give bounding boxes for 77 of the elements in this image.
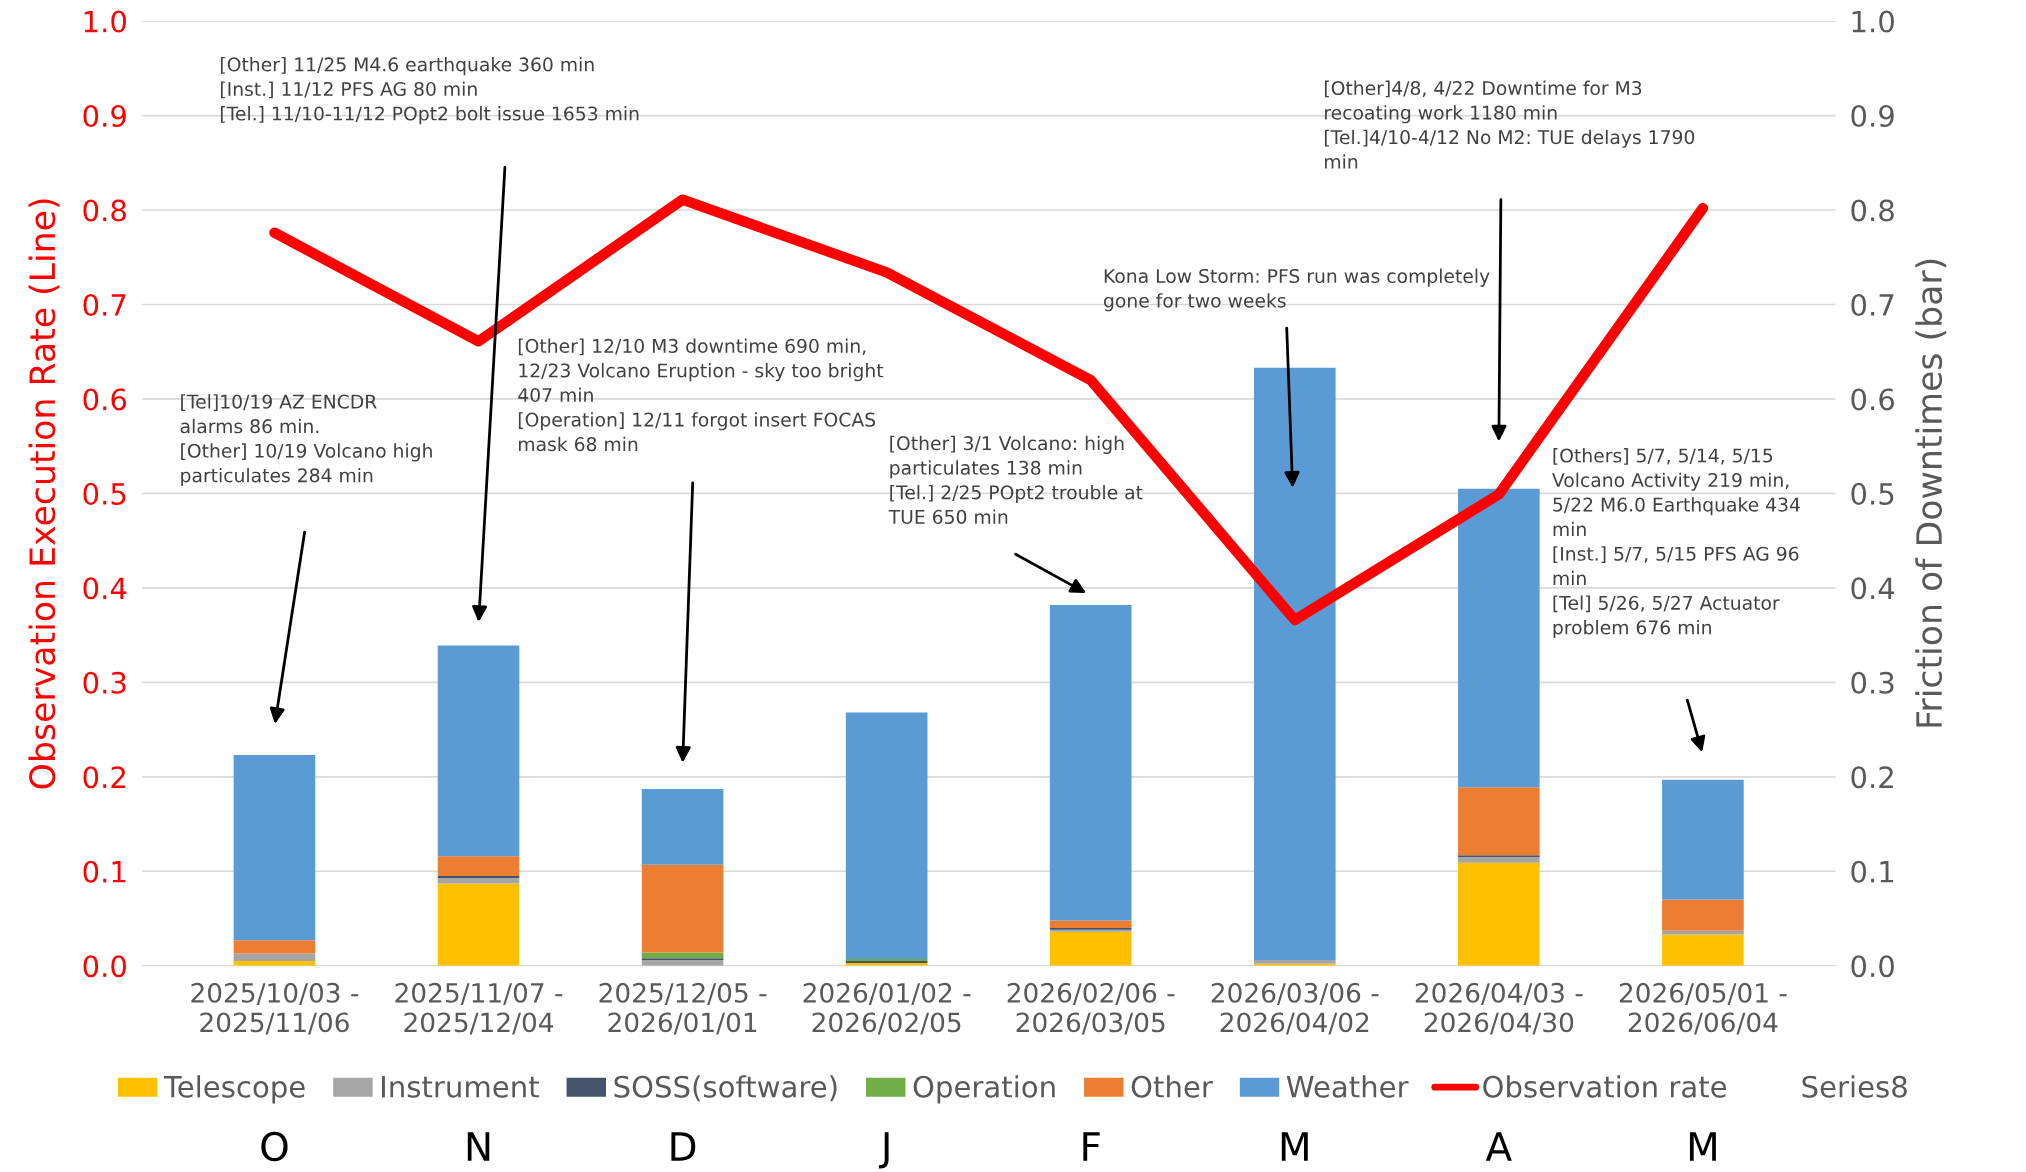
- y-tick-label: 0.7: [83, 293, 126, 316]
- bar: [641, 864, 724, 953]
- text: A: [1485, 1132, 1512, 1161]
- text: Series8: [1802, 1075, 1907, 1098]
- y2-tick-label: 0.6: [1851, 388, 1894, 411]
- y-tick-label: 0.0: [83, 955, 126, 978]
- bar: [1253, 367, 1336, 961]
- legend-label: Other: [1131, 1075, 1213, 1098]
- y2-axis-title: Friction of Downtimes (bar): [1915, 259, 1947, 727]
- annotation: [Other] 12/10 M3 downtime 690 min, 12/23 Volcano Eruption - sky too bright 407 min [Operation] 12/11 forgot insert FOCAS mask 68 min: [518, 338, 884, 452]
- bar: [1458, 488, 1540, 788]
- y2-tick-label: 1.0: [1852, 10, 1894, 33]
- x-tick-label: 2026/04/03 - 2026/04/30: [1415, 982, 1583, 1035]
- bar: [233, 953, 316, 961]
- text: O: [261, 1131, 288, 1162]
- y-tick-label: 0.3: [83, 671, 126, 694]
- y2-tick-label: 0.5: [1851, 482, 1894, 505]
- y-axis-title: Observation Execution Rate (Line): [28, 199, 60, 789]
- x-tick-label: 2025/10/03 - 2025/11/06: [191, 982, 359, 1035]
- bar: [1458, 787, 1540, 856]
- bar: [1662, 930, 1744, 935]
- y2-tick-label: 0.1: [1851, 860, 1894, 883]
- y-tick-label: 0.4: [83, 577, 127, 600]
- y2-tick-label: 0.2: [1851, 766, 1893, 789]
- bar: [437, 883, 520, 966]
- annotation: [Tel]10/19 AZ ENCDR alarms 86 min. [Other] 10/19 Volcano high particulates 284 min: [180, 394, 432, 487]
- legend-label: Weather: [1286, 1075, 1409, 1098]
- text: M: [1689, 1132, 1716, 1161]
- legend-label: Operation: [913, 1075, 1055, 1104]
- bar: [1458, 862, 1540, 966]
- bar: [1458, 857, 1540, 863]
- bar: [1662, 779, 1744, 900]
- legend-label: SOSS(software): [614, 1075, 837, 1102]
- bar: [437, 877, 520, 884]
- y-tick-label: 1.0: [84, 10, 126, 33]
- x-tick-label: 2026/03/06 - 2026/04/02: [1211, 982, 1379, 1035]
- annotation: [Other]4/8, 4/22 Downtime for M3 recoating work 1180 min [Tel.]4/10-4/12 No M2: TUE delays 1790 min: [1324, 80, 1695, 169]
- y2-tick-label: 0.8: [1851, 199, 1894, 222]
- y2-tick-label: 0.9: [1851, 104, 1894, 128]
- y-tick-label: 0.2: [83, 766, 126, 789]
- legend-label: Instrument: [382, 1076, 539, 1098]
- annotation: [Others] 5/7, 5/14, 5/15 Volcano Activity 219 min, 5/22 M6.0 Earthquake 434 min [Inst.] 5/7, 5/15 PFS AG 96 min [Tel] 5/26, 5/27 Actuator problem 676 min: [1552, 448, 1800, 639]
- y-tick-label: 0.5: [83, 482, 126, 505]
- text: F: [1083, 1132, 1100, 1161]
- text: N: [467, 1132, 490, 1161]
- bar: [641, 789, 724, 865]
- bar: [437, 856, 520, 876]
- y-tick-label: 0.1: [83, 860, 126, 883]
- bar: [1049, 931, 1132, 966]
- y2-tick-label: 0.4: [1851, 577, 1895, 600]
- annotation: [Other] 11/25 M4.6 earthquake 360 min [Inst.] 11/12 PFS AG 80 min [Tel.] 11/10-11/12 POpt2 bolt issue 1653 min: [220, 56, 639, 125]
- legend-label: Observation rate: [1483, 1075, 1727, 1098]
- bar: [1049, 604, 1132, 921]
- y2-tick-label: 0.3: [1851, 671, 1894, 694]
- y-tick-label: 0.6: [83, 388, 127, 411]
- bar: [1049, 920, 1132, 928]
- y-tick-label: 0.9: [83, 104, 126, 128]
- x-tick-label: 2026/01/02 - 2026/02/05: [803, 982, 971, 1035]
- bar: [233, 940, 316, 954]
- text: D: [671, 1132, 696, 1161]
- x-tick-label: 2025/12/05 - 2026/01/01: [599, 982, 767, 1035]
- text: J: [878, 1132, 889, 1169]
- bar: [437, 645, 520, 857]
- bar: [1662, 899, 1744, 931]
- bar: [233, 755, 316, 941]
- x-tick-label: 2026/02/06 - 2026/03/05: [1007, 982, 1175, 1035]
- bar: [1662, 934, 1744, 966]
- bar: [845, 712, 928, 960]
- x-tick-label: 2025/11/07 - 2025/12/04: [395, 982, 563, 1035]
- text: M: [1281, 1132, 1308, 1161]
- y2-tick-label: 0.7: [1851, 293, 1894, 316]
- annotation: Kona Low Storm: PFS run was completely gone for two weeks: [1104, 268, 1490, 312]
- y-tick-label: 0.8: [83, 199, 126, 222]
- y2-tick-label: 0.0: [1851, 955, 1894, 978]
- legend-label: Telescope: [163, 1075, 305, 1104]
- x-tick-label: 2026/05/01 - 2026/06/04: [1619, 982, 1787, 1035]
- annotation: [Other] 3/1 Volcano: high particulates 138 min [Tel.] 2/25 POpt2 trouble at TUE 650 min: [888, 435, 1143, 524]
